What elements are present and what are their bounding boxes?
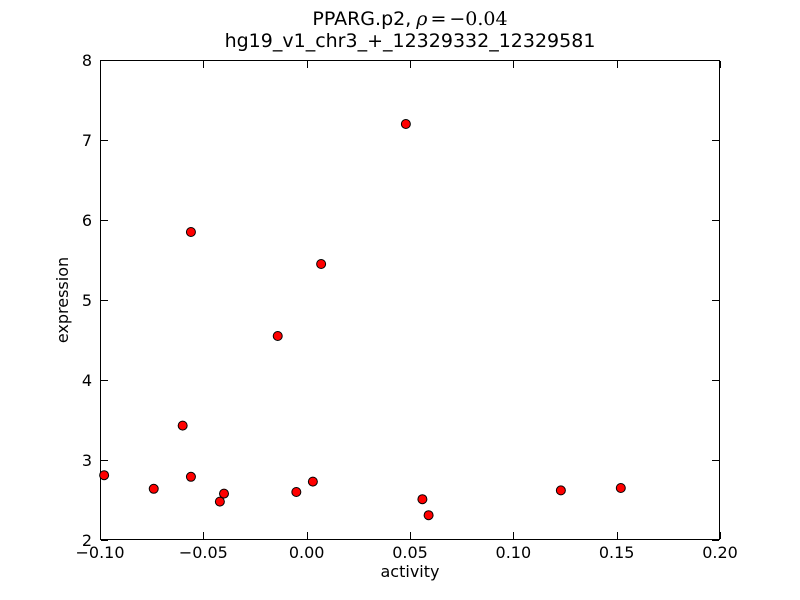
x-tick-label: 0.15: [599, 543, 635, 562]
x-tick-label: −0.05: [179, 543, 228, 562]
y-tick-label: 3: [82, 451, 92, 470]
data-point: [214, 496, 225, 507]
data-point: [291, 487, 302, 497]
data-point: [185, 471, 196, 482]
data-point: [417, 494, 428, 505]
title-gene-label: PPARG.p2,: [312, 8, 412, 30]
data-point: [219, 488, 229, 499]
x-tick-label: 0.00: [289, 543, 325, 562]
data-point: [272, 331, 283, 341]
title-equals-sign: =: [430, 8, 447, 30]
y-tick-label: 6: [82, 211, 92, 230]
chart-subtitle: hg19_v1_chr3_+_12329332_12329581: [224, 30, 596, 52]
data-point: [307, 476, 318, 487]
title-rho-symbol: ρ: [416, 8, 428, 30]
x-tick-label: 0.10: [496, 543, 532, 562]
x-axis-label: activity: [381, 562, 440, 581]
axes-frame: [100, 60, 720, 540]
chart-title-block: PPARG.p2, ρ = −0.04 hg19_v1_chr3_+_12329332…: [100, 7, 720, 52]
data-point: [400, 119, 411, 129]
title-rho-value: −0.04: [449, 8, 508, 30]
data-point: [148, 483, 159, 494]
y-tick-label: 8: [82, 51, 92, 70]
data-point: [99, 470, 110, 481]
y-tick-label: 2: [82, 531, 92, 550]
y-tick-label: 4: [82, 371, 92, 390]
data-point: [555, 485, 566, 496]
x-tick-label: 0.05: [392, 543, 428, 562]
chart-title: PPARG.p2, ρ = −0.04: [100, 7, 720, 31]
data-point: [423, 510, 434, 521]
x-tick-label: 0.20: [702, 543, 738, 562]
data-point: [185, 227, 196, 237]
data-point: [316, 259, 327, 269]
y-axis-label: expression: [53, 257, 72, 343]
data-point: [615, 483, 626, 493]
x-tick-label: −0.10: [75, 543, 124, 562]
data-point: [177, 420, 188, 431]
y-tick-label: 7: [82, 131, 92, 150]
y-tick-label: 5: [82, 291, 92, 310]
